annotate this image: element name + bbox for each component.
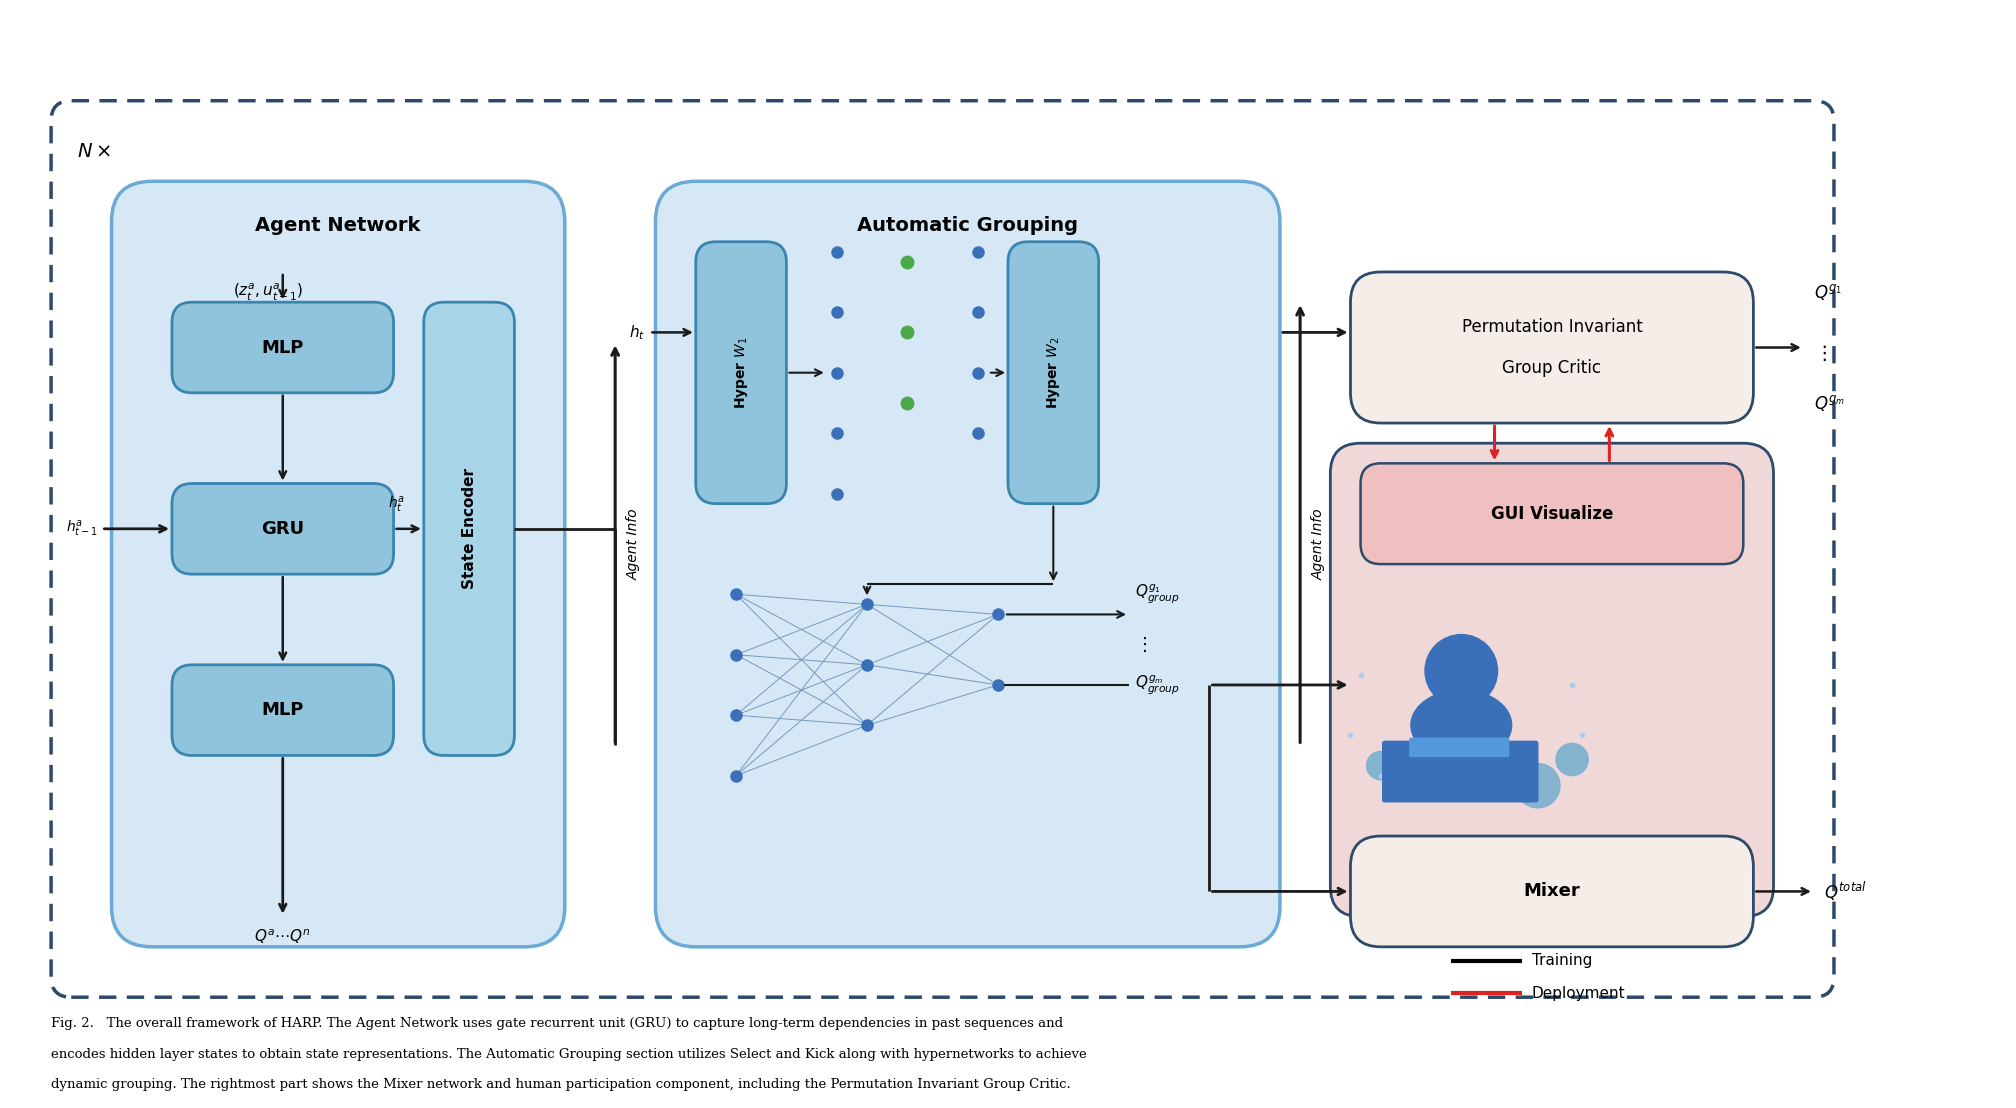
Text: Hyper $W_1$: Hyper $W_1$ <box>732 337 750 409</box>
Text: $h_{t-1}^a$: $h_{t-1}^a$ <box>67 519 97 538</box>
FancyBboxPatch shape <box>111 182 564 947</box>
FancyBboxPatch shape <box>1383 741 1538 802</box>
FancyBboxPatch shape <box>655 182 1280 947</box>
FancyBboxPatch shape <box>1409 738 1508 757</box>
Text: Training: Training <box>1532 954 1593 968</box>
Text: Hyper $W_2$: Hyper $W_2$ <box>1044 337 1062 409</box>
FancyBboxPatch shape <box>1008 242 1099 504</box>
Text: $Q^{g_m}$: $Q^{g_m}$ <box>1814 393 1845 413</box>
FancyBboxPatch shape <box>1351 271 1754 423</box>
Text: $Q_{group}^{g_m}$: $Q_{group}^{g_m}$ <box>1135 674 1179 697</box>
Text: $Q_{group}^{g_1}$: $Q_{group}^{g_1}$ <box>1135 583 1179 606</box>
Circle shape <box>1556 743 1589 776</box>
Text: $\vdots$: $\vdots$ <box>1135 635 1147 654</box>
FancyBboxPatch shape <box>171 302 393 393</box>
FancyBboxPatch shape <box>1351 837 1754 947</box>
FancyBboxPatch shape <box>171 483 393 574</box>
Text: State Encoder: State Encoder <box>462 469 476 589</box>
Text: $(z_t^a, u_{t-1}^a)$: $(z_t^a, u_{t-1}^a)$ <box>232 281 302 302</box>
Text: $\vdots$: $\vdots$ <box>1814 342 1826 362</box>
FancyBboxPatch shape <box>1331 443 1774 916</box>
FancyBboxPatch shape <box>696 242 786 504</box>
Text: $Q^a \cdots Q^n$: $Q^a \cdots Q^n$ <box>254 927 310 946</box>
Text: Deployment: Deployment <box>1532 986 1625 1001</box>
FancyBboxPatch shape <box>171 665 393 756</box>
Text: $h_t$: $h_t$ <box>629 324 645 341</box>
Text: Group Critic: Group Critic <box>1502 359 1601 377</box>
FancyBboxPatch shape <box>423 302 514 756</box>
FancyBboxPatch shape <box>1361 463 1744 564</box>
Text: GUI Visualize: GUI Visualize <box>1490 505 1613 523</box>
Text: Fig. 2.   The overall framework of HARP. The Agent Network uses gate recurrent u: Fig. 2. The overall framework of HARP. T… <box>50 1017 1062 1030</box>
Circle shape <box>1425 635 1498 707</box>
Text: $Q^{g_1}$: $Q^{g_1}$ <box>1814 283 1843 302</box>
Text: Agent Info: Agent Info <box>1310 509 1325 579</box>
Text: $h_t^a$: $h_t^a$ <box>389 494 405 515</box>
Text: GRU: GRU <box>262 520 304 537</box>
Circle shape <box>1516 763 1560 808</box>
Text: $Q^{total}$: $Q^{total}$ <box>1824 880 1867 903</box>
Text: Mixer: Mixer <box>1524 882 1581 901</box>
Text: Agent Info: Agent Info <box>627 509 641 579</box>
Text: Automatic Grouping: Automatic Grouping <box>857 216 1079 235</box>
Ellipse shape <box>1411 690 1512 760</box>
Text: Agent Network: Agent Network <box>256 216 421 235</box>
Text: dynamic grouping. The rightmost part shows the Mixer network and human participa: dynamic grouping. The rightmost part sho… <box>50 1078 1070 1090</box>
Circle shape <box>1367 751 1395 780</box>
Text: Permutation Invariant: Permutation Invariant <box>1462 318 1643 337</box>
Text: MLP: MLP <box>262 701 304 719</box>
Text: MLP: MLP <box>262 339 304 357</box>
Text: encodes hidden layer states to obtain state representations. The Automatic Group: encodes hidden layer states to obtain st… <box>50 1047 1087 1060</box>
Text: $N\times$: $N\times$ <box>77 142 111 161</box>
